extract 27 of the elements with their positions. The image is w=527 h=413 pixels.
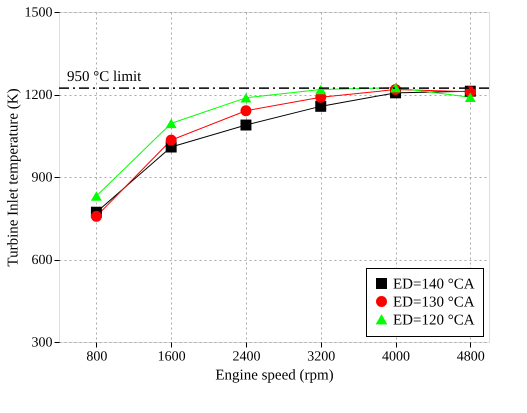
point [315,84,326,94]
x-axis-title: Engine speed (rpm) [215,368,334,384]
legend-label: ED=130 °CA [393,294,475,310]
y-tick-label: 1500 [24,6,52,20]
y-tick-label: 600 [32,253,52,268]
ref-line-label: 950 °C limit [67,69,142,86]
point [166,118,177,128]
point [166,134,177,146]
y-tick-label: 1200 [24,88,52,103]
x-tick-label: 4800 [456,350,485,364]
point [240,105,252,116]
legend-label: ED=140 °CA [393,276,475,292]
x-tick-label: 1600 [158,350,186,364]
legend-label: ED=120 °CA [393,312,475,328]
point [390,82,401,92]
y-axis-title: Turbine Inlet temperature (K) [6,88,22,267]
x-tick-label: 4000 [382,350,410,364]
y-tick-label: 300 [32,336,52,350]
x-tick-label: 2400 [232,350,260,364]
y-tick-label: 900 [32,170,52,186]
point [240,120,252,130]
x-tick-label: 800 [86,350,108,364]
point [464,92,476,102]
point [90,210,102,222]
point [90,191,102,201]
x-tick-label: 3200 [307,350,336,364]
point [240,93,252,103]
